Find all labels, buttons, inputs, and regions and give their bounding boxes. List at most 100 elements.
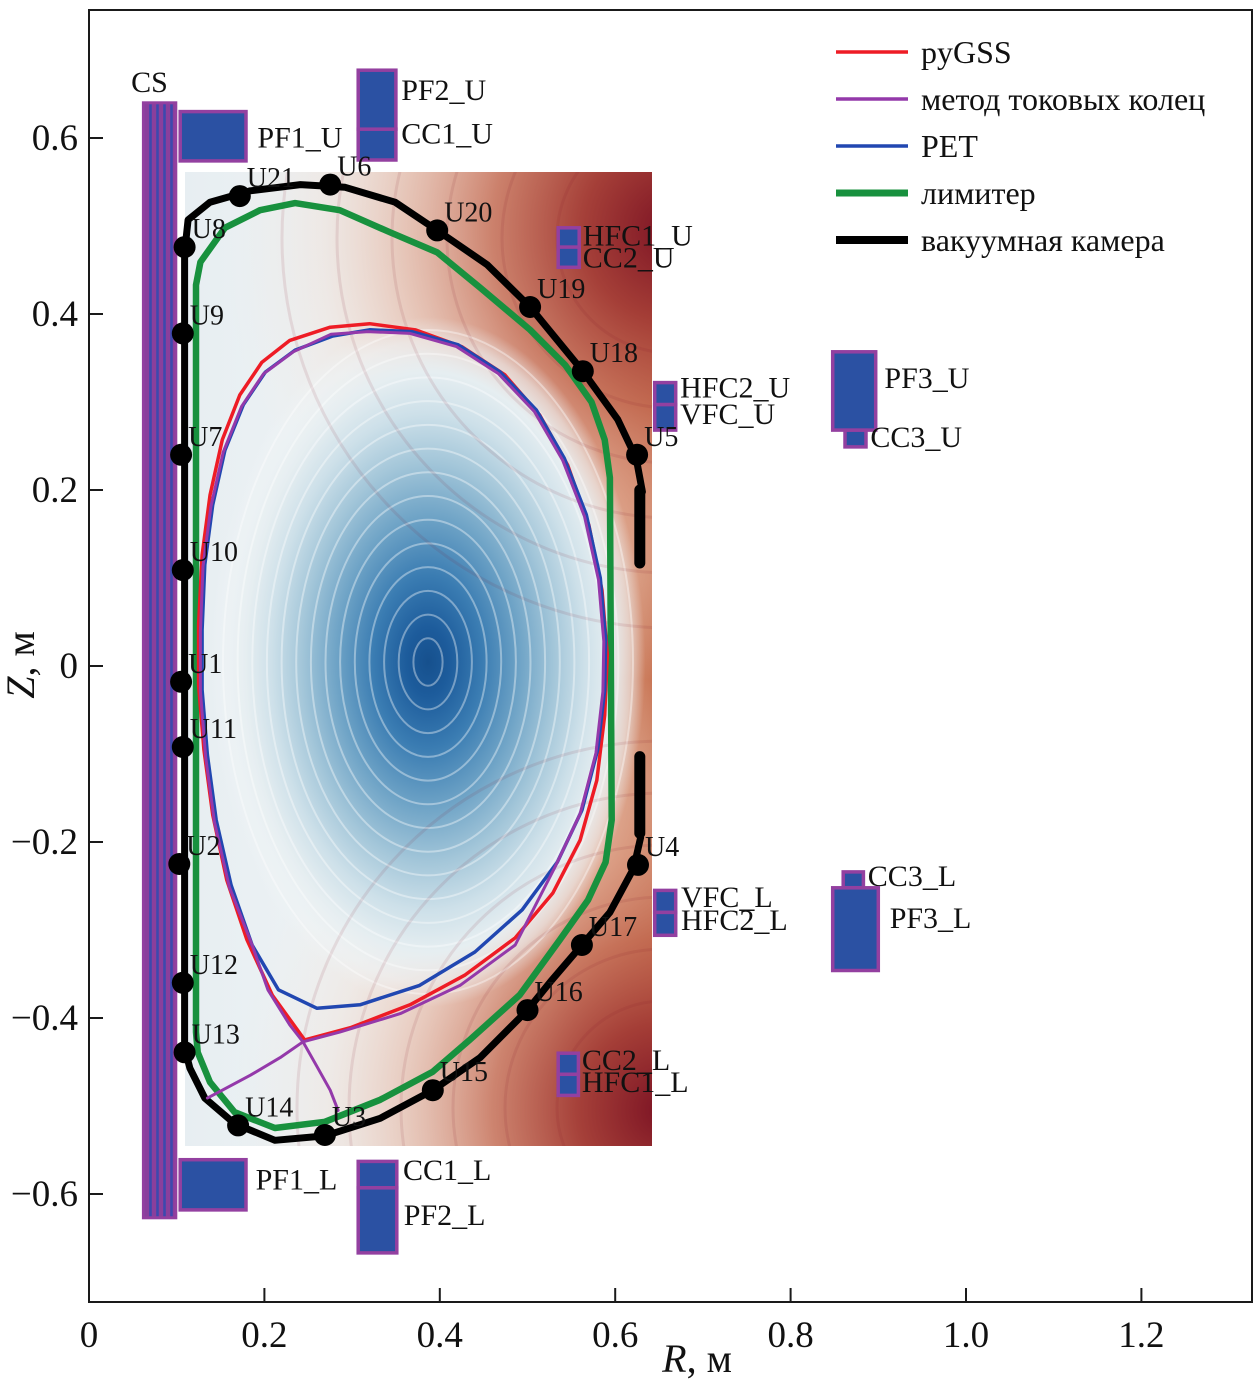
sensor-label-U2: U2	[186, 831, 220, 862]
x-tick-label: 0.4	[417, 1315, 463, 1356]
sensor-dot-U2	[168, 853, 191, 875]
y-tick-label: −0.4	[11, 998, 78, 1039]
y-axis-label-unit: , м	[0, 631, 43, 676]
flux-contour-ring	[236, 352, 620, 972]
sensor-dot-U8	[173, 236, 196, 259]
flux-contour-ring-red	[503, 947, 652, 1146]
axes: R, м Z, м 0 0.2 0.4 0.6 0.8 1.0 1.20.60.40.20−…	[0, 9, 1253, 1381]
coil-CC1_L	[356, 1159, 399, 1190]
coil-CC3_L	[841, 870, 866, 890]
flux-contour-ring	[309, 471, 547, 853]
sensor-dot-U1	[170, 670, 193, 693]
flux-contour-ring-red	[451, 895, 652, 1146]
coil-label-CC3_U: CC3_U	[870, 421, 962, 454]
y-tick-label: −0.6	[11, 1174, 78, 1215]
sensor-label-U8: U8	[192, 214, 226, 245]
coil-label-PF3_U: PF3_U	[884, 362, 969, 395]
legend-label-0: pyGSS	[921, 34, 1012, 70]
sensor-label-U15: U15	[440, 1057, 488, 1088]
sensor-dot-U14	[227, 1114, 250, 1137]
coil-VFC_L	[652, 888, 678, 915]
flux-contour-ring-red	[500, 172, 652, 409]
coil-label-CC3_L: CC3_L	[868, 860, 956, 893]
coil-CC3_U	[843, 428, 868, 449]
y-tick-label: 0	[60, 646, 79, 687]
sensor-dot-U19	[519, 296, 542, 318]
flux-contour-ring-red	[390, 172, 652, 519]
coil-HFC2_U	[652, 380, 678, 407]
coil-PF1_L	[178, 1157, 248, 1212]
x-axis-label-unit: , м	[687, 1336, 732, 1381]
legend-label-3: лимитер	[921, 175, 1036, 211]
flux-contour-ring-red	[295, 739, 652, 1146]
sensor-label-U20: U20	[444, 197, 492, 228]
series-current-rings-xpoint-leg-left	[205, 1040, 305, 1100]
coil-PF2_U	[356, 68, 398, 131]
legend-label-1: метод токовых колец	[921, 81, 1205, 117]
y-axis-label: Z, м	[0, 631, 43, 699]
legend-label-2: PET	[921, 128, 978, 164]
sensor-dot-U21	[228, 185, 251, 208]
x-tick-label: 0.2	[241, 1315, 287, 1356]
coil-label-PF1_U: PF1_U	[257, 122, 342, 155]
series-limiter	[192, 199, 615, 1132]
coil-CS	[141, 101, 178, 1220]
legend-label-4: вакуумная камера	[921, 222, 1165, 258]
sensor-dot-U15	[421, 1079, 444, 1102]
x-tick-label: 0.6	[592, 1315, 638, 1356]
sensor-label-U19: U19	[537, 274, 585, 305]
coil-label-VFC_L: VFC_L	[681, 881, 773, 914]
sensor-label-U7: U7	[188, 422, 222, 453]
flux-contour-ring	[397, 613, 459, 711]
coil-HFC1_U	[556, 226, 581, 249]
x-axis-label: R, м	[661, 1336, 732, 1381]
sensor-label-U6: U6	[337, 152, 371, 183]
flux-contour-ring	[295, 447, 561, 877]
coil-label-PF1_L: PF1_L	[256, 1164, 338, 1197]
sensor-dot-U20	[426, 219, 449, 242]
sensor-dot-U9	[171, 322, 194, 345]
coil-label-CS: CS	[131, 66, 168, 99]
sensor-label-U11: U11	[190, 714, 237, 745]
series-pet-boundary	[200, 328, 608, 1011]
legend: pyGSS метод токовых колец PET лимитер вакуум…	[836, 34, 1205, 258]
series-current-rings-xpoint-leg-right	[301, 1040, 340, 1112]
flux-contour-ring	[368, 566, 488, 758]
sensor-label-U21: U21	[247, 163, 295, 194]
sensor-label-U12: U12	[190, 950, 238, 981]
sensor-dot-U3	[313, 1124, 336, 1146]
flux-contour-ring	[412, 637, 444, 687]
coil-label-HFC2_L: HFC2_L	[681, 904, 788, 937]
x-tick-label: 0	[80, 1315, 99, 1356]
x-tick-label: 1.0	[943, 1315, 989, 1356]
coil-VFC_U	[652, 402, 678, 432]
sensor-label-U4: U4	[645, 832, 679, 863]
flux-contour-ring	[339, 518, 517, 806]
sensor-label-U16: U16	[535, 977, 583, 1008]
flux-contour-ring	[383, 589, 473, 735]
sensor-label-U13: U13	[192, 1019, 240, 1050]
sensor-dot-U12	[171, 971, 194, 994]
x-tick-label: 1.2	[1118, 1315, 1164, 1356]
coil-PF3_U	[830, 350, 878, 432]
sensor-dot-U17	[570, 934, 593, 956]
flux-contour-ring-red	[280, 172, 652, 629]
coil-label-CC2_L: CC2_L	[582, 1044, 670, 1077]
flux-contour-ring	[353, 542, 503, 782]
sensor-label-U9: U9	[190, 300, 224, 331]
sensor-dot-U6	[319, 173, 342, 196]
sensor-dot-U5	[626, 443, 649, 466]
sensor-dot-U18	[571, 360, 594, 383]
sensor-dot-U13	[173, 1041, 196, 1064]
coil-HFC2_L	[652, 910, 678, 938]
flux-contour-ring-red	[335, 172, 652, 574]
flux-contour-ring-red	[347, 791, 652, 1146]
coil-HFC1_L	[556, 1072, 581, 1098]
y-axis-label-variable: Z	[0, 676, 43, 699]
flux-contour-ring	[265, 400, 591, 924]
coil-PF3_L	[830, 886, 881, 973]
sensor-label-U17: U17	[589, 912, 637, 943]
flux-contour-ring	[324, 495, 532, 829]
